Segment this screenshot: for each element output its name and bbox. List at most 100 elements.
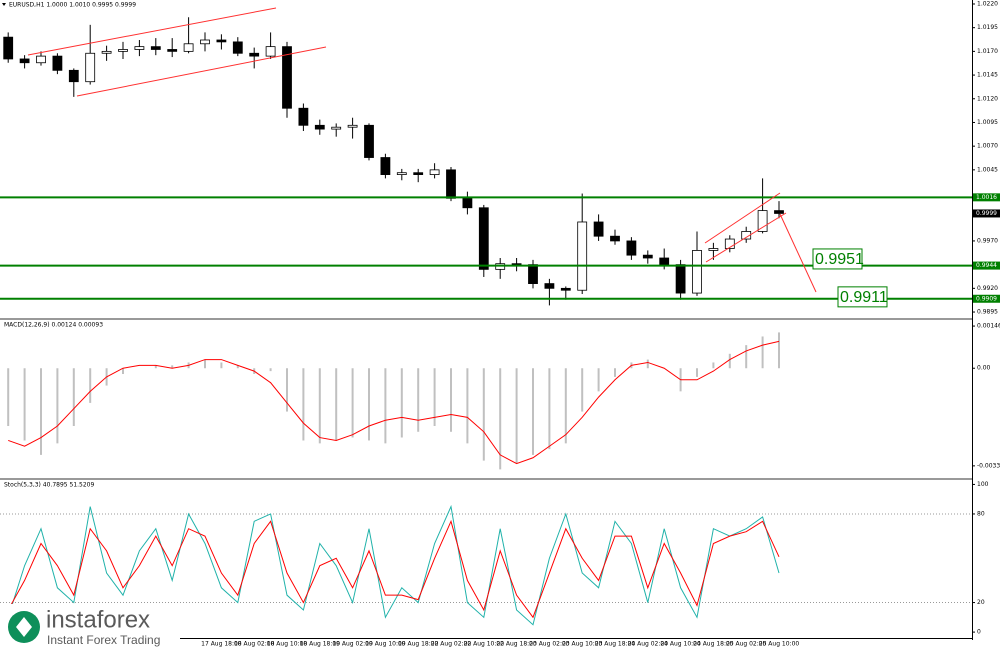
candle-body bbox=[692, 250, 702, 294]
watermark-tagline: Instant Forex Trading bbox=[47, 633, 160, 647]
candle-body bbox=[396, 172, 407, 175]
candle-body bbox=[593, 221, 604, 237]
candle-body bbox=[511, 263, 522, 266]
level-label-box bbox=[973, 294, 1000, 303]
candle-body bbox=[724, 238, 735, 249]
candle-body bbox=[429, 169, 440, 175]
x-tick-label: 18 Aug 02:00 bbox=[234, 641, 275, 648]
candle-body bbox=[101, 50, 112, 54]
candle-body bbox=[478, 207, 489, 270]
level-label-box bbox=[973, 193, 1000, 202]
candle-body bbox=[659, 257, 670, 266]
stoch-line bbox=[7, 519, 780, 619]
last-price-label: 0.9999 bbox=[976, 210, 997, 217]
y-tick-label: 0.9895 bbox=[977, 309, 998, 316]
candle-body bbox=[642, 254, 653, 259]
candle-body bbox=[741, 231, 752, 240]
candle-body bbox=[413, 172, 424, 175]
candle-body bbox=[364, 124, 374, 158]
macd-title: MACD(12,26,9) 0.00124 0.00093 bbox=[4, 322, 103, 329]
x-tick-label: 19 Aug 02:00 bbox=[332, 641, 373, 648]
watermark-brand: instaforex bbox=[46, 606, 150, 633]
y-tick-label: 1.0170 bbox=[977, 48, 998, 55]
x-tick-label: 17 Aug 18:00 bbox=[201, 641, 242, 648]
candle-body bbox=[52, 55, 63, 71]
x-tick-label: 18 Aug 18:00 bbox=[300, 641, 341, 648]
candle-body bbox=[774, 210, 784, 214]
x-tick-label: 22 Aug 10:00 bbox=[464, 641, 505, 648]
candle-body bbox=[577, 221, 588, 291]
y-tick-label: 20 bbox=[977, 599, 985, 606]
candle-body bbox=[265, 46, 276, 57]
candle-body bbox=[19, 58, 30, 64]
candle-body bbox=[626, 240, 637, 256]
candle-body bbox=[528, 264, 538, 284]
annotation-text: 0.9951 bbox=[815, 251, 864, 268]
annotation-box bbox=[837, 286, 888, 308]
candle-body bbox=[282, 46, 292, 109]
candle-body bbox=[380, 157, 391, 175]
level-label: 0.9909 bbox=[976, 295, 997, 302]
macd-signal-line bbox=[8, 340, 780, 465]
candle-body bbox=[167, 49, 178, 52]
candle-body bbox=[249, 52, 260, 57]
candle-body bbox=[68, 69, 79, 83]
y-tick-label: 0.9920 bbox=[977, 285, 998, 292]
y-tick-label: -0.00338 bbox=[977, 462, 1000, 469]
x-tick-label: 25 Aug 10:00 bbox=[759, 641, 800, 648]
y-tick-label: 1.0045 bbox=[977, 166, 998, 173]
x-tick-label: 18 Aug 10:00 bbox=[267, 641, 308, 648]
chart-title: EURUSD,H1 1.0000 1.0010 0.9995 0.9999 bbox=[9, 2, 136, 9]
y-tick-label: 1.0070 bbox=[977, 143, 998, 150]
projection-arrow bbox=[779, 213, 817, 293]
x-tick-label: 23 Aug 18:00 bbox=[595, 641, 636, 648]
candle-body bbox=[232, 41, 243, 54]
candle-body bbox=[560, 287, 571, 291]
candle-body bbox=[183, 43, 194, 52]
last-price-box bbox=[973, 209, 1000, 218]
y-tick-label: 0.00 bbox=[977, 365, 991, 372]
candle-body bbox=[675, 264, 686, 294]
candle-body bbox=[708, 248, 719, 251]
y-tick-label: 100 bbox=[977, 481, 989, 488]
symbol-menu-icon bbox=[2, 3, 6, 6]
candle-body bbox=[3, 36, 14, 60]
y-tick-label: 0.9970 bbox=[977, 237, 998, 244]
x-tick-label: 24 Aug 18:00 bbox=[693, 641, 734, 648]
x-tick-label: 25 Aug 02:00 bbox=[726, 641, 767, 648]
x-tick-label: 19 Aug 18:00 bbox=[398, 641, 439, 648]
candle-body bbox=[36, 55, 46, 64]
candle-body bbox=[331, 126, 342, 130]
candle-body bbox=[610, 235, 620, 242]
candle-body bbox=[200, 39, 210, 45]
stoch-title: Stoch(5,3,3) 40.7895 51.5209 bbox=[4, 482, 95, 489]
candle-body bbox=[216, 39, 227, 43]
y-tick-label: 1.0095 bbox=[977, 119, 998, 126]
y-tick-label: 80 bbox=[977, 510, 985, 517]
level-label-box bbox=[973, 261, 1000, 270]
channel-line bbox=[27, 7, 277, 56]
candle-body bbox=[544, 283, 555, 289]
channel-line bbox=[704, 192, 781, 244]
level-label: 1.0016 bbox=[976, 194, 997, 201]
y-tick-label: 1.0220 bbox=[977, 0, 998, 7]
x-tick-label: 23 Aug 10:00 bbox=[562, 641, 603, 648]
watermark: instaforex Instant Forex Trading bbox=[0, 604, 180, 650]
level-label: 0.9944 bbox=[976, 262, 997, 269]
candle-body bbox=[118, 49, 128, 52]
candle-body bbox=[134, 46, 145, 50]
x-tick-label: 22 Aug 18:00 bbox=[496, 641, 537, 648]
candle-body bbox=[150, 46, 161, 50]
y-tick-label: 0 bbox=[977, 629, 981, 636]
y-tick-label: 0.00146 bbox=[977, 323, 1000, 330]
channel-line bbox=[705, 212, 787, 263]
x-tick-label: 22 Aug 02:00 bbox=[431, 641, 472, 648]
candle-body bbox=[298, 107, 309, 126]
stoch-line bbox=[7, 504, 780, 626]
x-tick-label: 23 Aug 02:00 bbox=[529, 641, 570, 648]
y-tick-label: 1.0195 bbox=[977, 24, 998, 31]
watermark-logo-mark bbox=[16, 617, 32, 637]
annotation-box bbox=[812, 248, 863, 270]
